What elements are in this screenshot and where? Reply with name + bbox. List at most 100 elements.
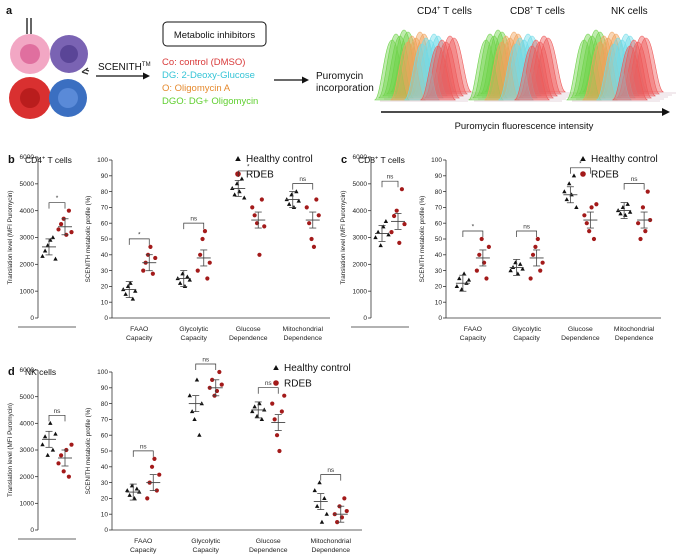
rdeb-point xyxy=(202,229,208,234)
panel-c: c CD8+ T cells Healthy controlRDEB01000200… xyxy=(340,154,661,342)
sig-bracket xyxy=(48,202,66,209)
category-label: Dependence xyxy=(615,335,654,342)
profile-group: ns Mitochondrial Dependence xyxy=(311,467,352,554)
legend-healthy-marker xyxy=(273,365,279,370)
rdeb-point xyxy=(252,213,257,218)
hist-title-cd4: CD4+ T cells xyxy=(417,6,472,17)
sig-label: * xyxy=(56,195,59,202)
healthy-point xyxy=(312,488,317,493)
healthy-point xyxy=(50,235,56,240)
panel-c-title: CD8+ T cells xyxy=(358,155,405,165)
hist-curve xyxy=(570,33,606,99)
hist-curve xyxy=(502,37,538,99)
sig-bracket xyxy=(132,450,154,457)
healthy-point xyxy=(291,205,297,209)
healthy-point xyxy=(182,284,188,288)
healthy-point xyxy=(125,488,130,493)
rdeb-point xyxy=(640,205,646,210)
hist-curve xyxy=(386,29,422,95)
category-label: Capacity xyxy=(126,335,153,342)
profile-group: ns FAAO Capacity xyxy=(125,443,162,554)
rdeb-point xyxy=(594,202,599,207)
hist-curve xyxy=(612,45,648,101)
healthy-point xyxy=(286,201,292,206)
healthy-point xyxy=(378,243,383,248)
healthy-point xyxy=(187,277,192,282)
y-tick-label: 20 xyxy=(101,496,109,503)
healthy-point xyxy=(194,377,200,382)
y-tick-label: 6000 xyxy=(20,367,35,374)
category-label: Capacity xyxy=(181,335,208,342)
y-tick-label: 70 xyxy=(101,417,109,424)
y-tick-label: 10 xyxy=(435,299,443,306)
y-tick-label: 80 xyxy=(101,401,109,408)
healthy-point xyxy=(42,248,48,253)
healthy-point xyxy=(319,519,325,524)
rdeb-point xyxy=(636,221,641,226)
profile-group: ns Glycolytic Capacity xyxy=(508,224,545,342)
healthy-point xyxy=(457,276,462,281)
healthy-point xyxy=(317,480,322,485)
healthy-point xyxy=(250,409,255,414)
hist-curve xyxy=(480,29,516,95)
inhibitor-dg: DG: 2-Deoxy-Glucose xyxy=(162,70,255,81)
category-label: Capacity xyxy=(193,547,220,554)
rdeb-point xyxy=(205,276,210,281)
y-tick-label: 90 xyxy=(101,385,109,392)
category-label: Mitochondrial xyxy=(283,326,324,333)
y-tick-label: 50 xyxy=(435,236,443,243)
healthy-point xyxy=(574,205,579,209)
y-tick-label: 100 xyxy=(97,157,108,164)
rdeb-point xyxy=(591,236,597,242)
sig-bracket xyxy=(570,167,591,174)
y-tick-label: 2000 xyxy=(20,262,35,269)
rdeb-point xyxy=(477,252,482,257)
sig-label: * xyxy=(472,224,475,231)
rdeb-point xyxy=(394,208,399,213)
healthy-point xyxy=(130,296,136,301)
rdeb-point xyxy=(584,221,589,226)
rdeb-point xyxy=(342,496,347,501)
healthy-point xyxy=(322,496,327,500)
y-tick-label: 60 xyxy=(101,432,109,439)
translation-y-label: Translation level (MFI Puromycin) xyxy=(340,191,347,285)
healthy-point xyxy=(192,417,197,421)
y-tick-label: 90 xyxy=(435,173,443,180)
rdeb-point xyxy=(528,276,533,281)
healthy-point xyxy=(259,417,265,421)
rdeb-point xyxy=(272,417,277,422)
rdeb-point xyxy=(533,244,538,249)
y-tick-label: 1000 xyxy=(20,288,35,295)
profile-plot: 0 10 20 30 40 50 60 70 80 90 100 SCENITH metabolic … xyxy=(85,157,330,342)
y-tick-label: 2000 xyxy=(353,262,368,269)
rdeb-point xyxy=(217,369,222,375)
rdeb-point xyxy=(279,409,284,414)
rdeb-point xyxy=(589,205,594,210)
y-tick-label: 0 xyxy=(363,315,367,322)
panel-a-label: a xyxy=(6,5,13,17)
category-label: Dependence xyxy=(249,547,288,554)
hist-curve xyxy=(398,37,434,97)
rdeb-point xyxy=(56,461,61,466)
y-tick-label: 6000 xyxy=(20,154,35,161)
rdeb-point xyxy=(69,442,74,447)
category-label: Capacity xyxy=(130,547,157,554)
rdeb-point xyxy=(307,221,312,226)
healthy-point xyxy=(53,256,58,261)
rdeb-point xyxy=(145,496,150,501)
category-label: Glucose xyxy=(236,326,261,333)
sig-bracket xyxy=(257,387,279,394)
translation-plot: 0 1000 2000 3000 4000 5000 6000 Translation lev… xyxy=(7,154,76,328)
category-label: Glycolytic xyxy=(191,538,221,545)
y-tick-label: 90 xyxy=(101,173,109,180)
hist-curve xyxy=(628,37,664,93)
category-label: Mitochondrial xyxy=(614,326,655,333)
category-label: Dependence xyxy=(229,335,268,342)
y-tick-label: 10 xyxy=(101,511,109,518)
hist-curve xyxy=(404,43,440,101)
legend-rdeb-label: RDEB xyxy=(591,170,619,181)
sig-label: ns xyxy=(299,176,307,183)
profile-group: ns Mitochondrial Dependence xyxy=(614,176,655,342)
readout-line2: incorporation xyxy=(316,83,374,94)
y-tick-label: 4000 xyxy=(353,208,368,215)
